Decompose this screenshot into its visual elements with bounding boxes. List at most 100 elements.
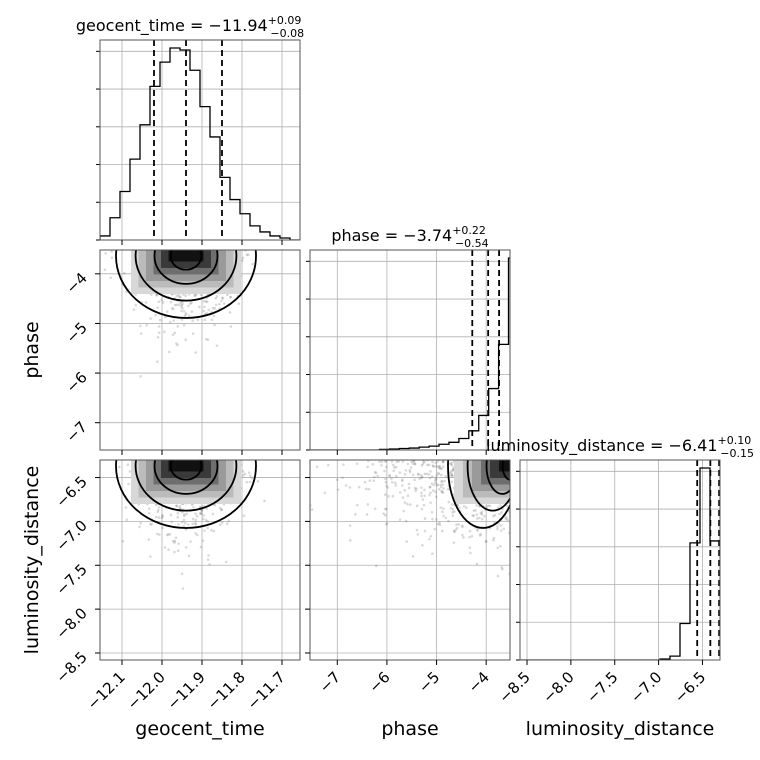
ylabel-phase: phase	[21, 321, 43, 378]
scatter-point	[471, 514, 475, 518]
scatter-point	[393, 481, 397, 485]
scatter-point	[475, 513, 479, 517]
scatter-point	[183, 513, 186, 516]
scatter-point	[416, 533, 420, 536]
scatter-point	[395, 474, 398, 478]
scatter-point	[203, 305, 206, 309]
scatter-point	[392, 469, 396, 473]
ytick-label-luminosity-distance: −8.0	[52, 604, 90, 642]
scatter-point	[421, 543, 424, 547]
scatter-point	[451, 507, 455, 511]
scatter-point	[121, 539, 125, 543]
scatter-point	[453, 530, 456, 534]
panel-phase-vs-phase	[306, 249, 511, 455]
scatter-point	[383, 507, 387, 511]
scatter-point	[241, 256, 245, 260]
ytick-label-luminosity-distance: −7.5	[52, 560, 90, 598]
scatter-point	[182, 524, 186, 528]
scatter-point	[384, 480, 388, 484]
scatter-point	[390, 460, 394, 463]
panel-frame	[519, 459, 721, 661]
scatter-point	[484, 539, 488, 543]
scatter-point	[493, 513, 497, 517]
scatter-point	[202, 504, 206, 508]
scatter-point	[167, 548, 170, 551]
scatter-point	[175, 294, 179, 298]
scatter-point	[176, 515, 180, 519]
scatter-point	[441, 460, 445, 463]
scatter-point	[210, 310, 213, 314]
scatter-point	[221, 297, 225, 300]
scatter-point	[449, 461, 453, 465]
scatter-point	[110, 250, 113, 253]
scatter-point	[415, 504, 419, 508]
scatter-point	[410, 460, 413, 464]
scatter-point	[401, 496, 405, 499]
scatter-point	[451, 510, 454, 514]
scatter-point	[384, 460, 388, 463]
title-phase: phase = −3.74+0.22 −0.54	[331, 224, 488, 250]
scatter-point	[468, 546, 472, 549]
scatter-point	[461, 525, 464, 529]
scatter-point	[439, 466, 442, 470]
scatter-point	[245, 253, 249, 257]
scatter-point	[499, 504, 502, 507]
scatter-point	[476, 529, 479, 532]
scatter-point	[431, 464, 435, 467]
scatter-point	[202, 514, 206, 517]
scatter-point	[486, 504, 490, 507]
scatter-point	[207, 308, 210, 312]
scatter-point	[492, 538, 495, 542]
panel-content	[310, 460, 510, 578]
scatter-point	[176, 343, 179, 347]
scatter-point	[213, 307, 217, 310]
scatter-point	[176, 512, 180, 515]
xtick-label-luminosity-distance: −6.5	[671, 668, 709, 706]
scatter-point	[429, 501, 432, 504]
scatter-point	[240, 259, 244, 262]
scatter-point	[440, 489, 443, 493]
title-geocent-time-minus: −0.08	[270, 27, 304, 40]
contour-level-3	[169, 250, 203, 271]
scatter-point	[248, 480, 252, 484]
scatter-point	[439, 485, 443, 489]
scatter-point	[416, 472, 420, 476]
scatter-point	[480, 512, 484, 516]
scatter-point	[432, 483, 436, 487]
scatter-point	[420, 494, 423, 498]
scatter-point	[411, 555, 415, 558]
scatter-point	[156, 335, 160, 339]
contour-level-3	[501, 460, 510, 481]
contours	[447, 460, 510, 529]
scatter-point	[348, 486, 352, 489]
scatter-point	[336, 488, 340, 491]
scatter-point	[458, 506, 461, 510]
scatter-point	[378, 460, 381, 463]
scatter-point	[413, 462, 417, 465]
scatter-point	[256, 480, 260, 483]
scatter-point	[434, 465, 437, 468]
scatter-point	[403, 473, 407, 476]
scatter-point	[157, 331, 161, 335]
scatter-point	[194, 522, 198, 526]
scatter-point	[374, 564, 378, 568]
scatter-point	[168, 350, 171, 354]
panel-phase-vs-geocent-time: −7 −6 −5 −4	[62, 249, 301, 455]
scatter-point	[386, 486, 390, 489]
scatter-point	[436, 465, 440, 468]
scatter-point	[440, 467, 443, 471]
scatter-point	[451, 514, 455, 517]
scatter-point	[406, 462, 410, 466]
scatter-point	[468, 529, 472, 533]
scatter-point	[436, 460, 440, 463]
scatter-point	[407, 482, 411, 486]
xtick-label-luminosity-distance: −7.0	[627, 668, 665, 706]
scatter-point	[181, 302, 184, 306]
scatter-point	[393, 466, 396, 469]
scatter-point	[171, 333, 175, 337]
xlabel-luminosity-distance: luminosity_distance	[526, 718, 715, 740]
scatter-point	[215, 295, 219, 298]
scatter-point	[191, 332, 195, 335]
scatter-point	[187, 554, 191, 558]
scatter-point	[366, 503, 370, 506]
